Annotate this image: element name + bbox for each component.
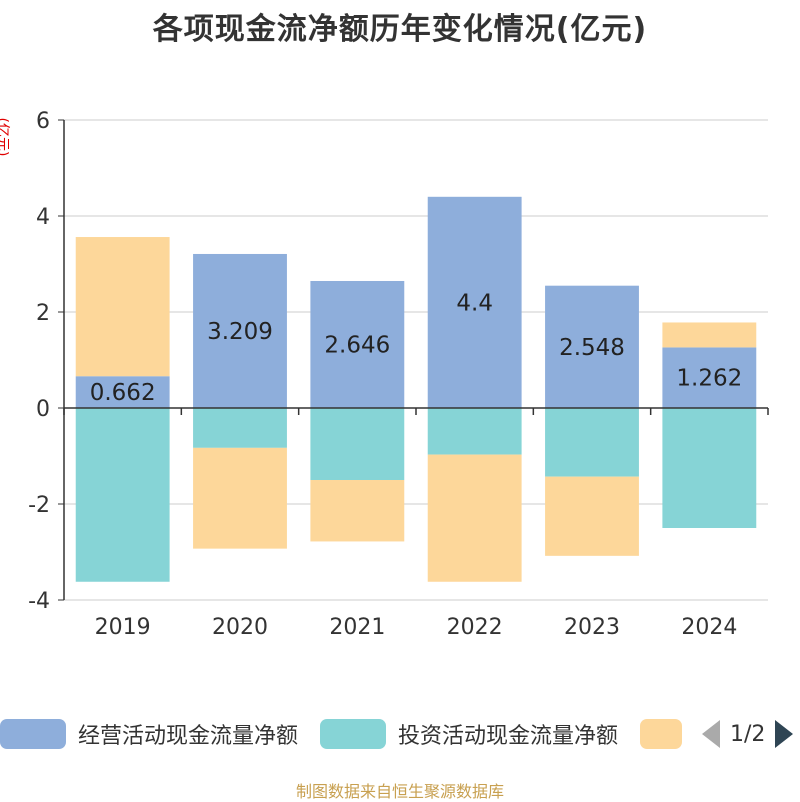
bar-segment bbox=[310, 408, 405, 480]
legend-item-financing[interactable] bbox=[640, 716, 682, 752]
x-tick-label: 2019 bbox=[95, 615, 151, 640]
legend-label-investing: 投资活动现金流量净额 bbox=[398, 724, 619, 749]
legend-pager: 1/2 bbox=[702, 716, 794, 752]
y-tick-label: 6 bbox=[36, 109, 50, 134]
legend-page-indicator: 1/2 bbox=[730, 721, 766, 747]
bar-segment bbox=[662, 322, 757, 348]
legend-swatch-operating bbox=[0, 719, 66, 749]
bar-segment bbox=[545, 408, 639, 477]
bar-segment bbox=[75, 376, 170, 408]
x-tick-label: 2023 bbox=[564, 615, 620, 640]
legend-item-investing[interactable]: 投资活动现金流量净额 bbox=[320, 716, 618, 752]
x-tick-label: 2024 bbox=[681, 615, 737, 640]
data-label: 4.4 bbox=[456, 290, 493, 316]
bar-segment bbox=[310, 280, 405, 408]
x-tick-label: 2020 bbox=[212, 615, 268, 640]
bar-segment bbox=[75, 408, 170, 582]
y-tick-label: 4 bbox=[36, 205, 50, 230]
bar-segment bbox=[427, 454, 522, 582]
data-label: 2.548 bbox=[559, 335, 625, 361]
bar-segment bbox=[662, 347, 757, 408]
source-note: 制图数据来自恒生聚源数据库 bbox=[295, 782, 504, 801]
chart-area: -4 -2 0 2 4 6 2019 2020 2021 2022 2023 2024 0.662 3.… bbox=[28, 109, 769, 640]
bar-segment bbox=[427, 196, 522, 408]
bar-segment bbox=[427, 408, 522, 455]
legend-label-operating: 经营活动现金流量净额 bbox=[78, 724, 299, 749]
bar-segment bbox=[193, 408, 287, 448]
legend-swatch-investing bbox=[320, 719, 386, 749]
legend-prev-icon[interactable] bbox=[702, 720, 720, 748]
bar-segment bbox=[545, 476, 639, 556]
legend-next-icon[interactable] bbox=[775, 720, 794, 748]
y-tick-label: 2 bbox=[36, 301, 50, 326]
bar-segment bbox=[662, 408, 757, 528]
bar-segment bbox=[193, 447, 287, 549]
x-tick-label: 2021 bbox=[329, 615, 385, 640]
legend-swatch-financing bbox=[640, 719, 682, 749]
y-tick-label: -4 bbox=[28, 589, 50, 614]
bar-segment bbox=[193, 253, 287, 408]
bar-segment bbox=[310, 480, 405, 542]
chart-title: 各项现金流净额历年变化情况(亿元) bbox=[152, 12, 648, 47]
legend: 经营活动现金流量净额 投资活动现金流量净额 1/2 bbox=[0, 716, 800, 752]
legend-item-operating[interactable]: 经营活动现金流量净额 bbox=[0, 716, 298, 752]
y-tick-label: 0 bbox=[36, 397, 50, 422]
bar-segment bbox=[545, 285, 639, 408]
y-tick-label: -2 bbox=[28, 493, 50, 518]
data-label: 1.262 bbox=[676, 366, 742, 392]
x-tick-label: 2022 bbox=[447, 615, 503, 640]
data-label: 3.209 bbox=[207, 319, 273, 345]
data-label: 0.662 bbox=[90, 380, 156, 406]
data-label: 2.646 bbox=[324, 332, 390, 358]
bar-segment bbox=[75, 237, 170, 377]
